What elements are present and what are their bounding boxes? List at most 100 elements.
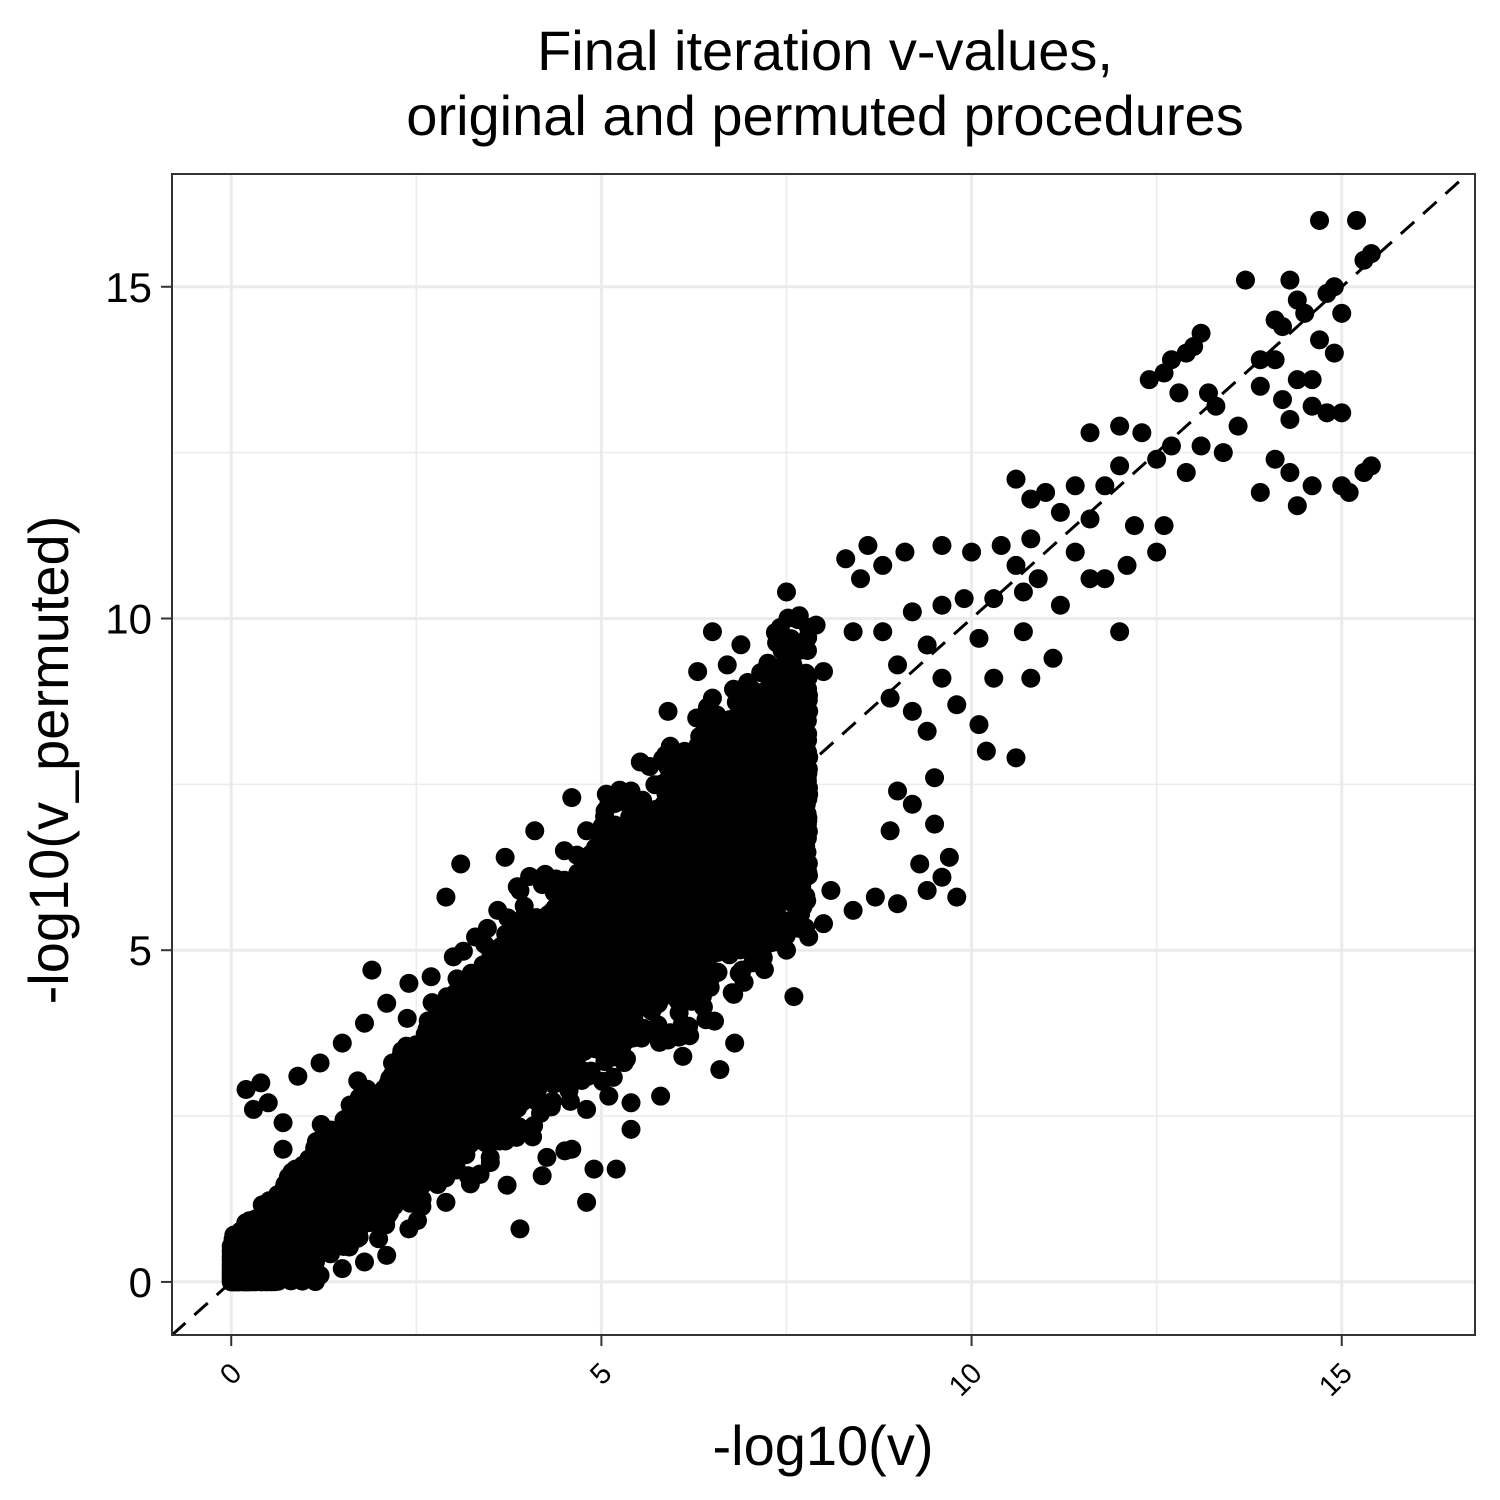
scatter-point [480,1153,500,1173]
scatter-point [251,1073,271,1093]
scatter-point [1228,416,1248,436]
scatter-point [843,622,863,642]
scatter-point [1213,443,1233,463]
x-tick-label: 15 [1313,1357,1358,1402]
scatter-point [1354,250,1374,270]
scatter-point [354,1013,374,1033]
scatter-point [1273,390,1293,410]
scatter-point [399,973,419,993]
scatter-point [1310,330,1330,350]
scatter-point [1110,456,1130,476]
scatter-point [1154,516,1174,536]
scatter-point [902,701,922,721]
scatter-point [1302,396,1322,416]
scatter-point [688,662,708,682]
x-tick-label: 0 [214,1357,248,1391]
scatter-point [310,1053,330,1073]
scatter-point [1036,482,1056,502]
scatter-point [910,854,930,874]
scatter-point [1124,516,1144,536]
scatter-point [1295,303,1315,323]
scatter-point [747,940,767,960]
scatter-point [947,887,967,907]
scatter-point [806,615,826,635]
scatter-point [658,701,678,721]
scatter-point [1139,370,1159,390]
scatter-point [510,881,530,901]
scatter-point [451,854,471,874]
scatter-point [1065,542,1085,562]
scatter-point [532,1166,552,1186]
scatter-point [1006,748,1026,768]
panel-border [171,173,1476,1336]
scatter-point [332,1259,352,1279]
scatter-point [1347,210,1367,230]
reference-line-diagonal [170,172,1469,1337]
scatter-point [1147,449,1167,469]
scatter-point [1302,476,1322,496]
scatter-point [1147,542,1167,562]
scatter-point [888,781,908,801]
scatter-point [606,1159,626,1179]
scatter-point [932,595,952,615]
scatter-point [702,622,722,642]
scatter-point [880,688,900,708]
scatter-point [1006,555,1026,575]
scatter-point [1287,370,1307,390]
scatter-point [1043,648,1063,668]
scatter-point [1176,343,1196,363]
scatter-point [947,695,967,715]
scatter-point [562,788,582,808]
y-tick-label: 10 [105,595,152,642]
scatter-point [939,847,959,867]
scatter-point [932,867,952,887]
scatter-point [888,655,908,675]
scatter-point [1280,409,1300,429]
scatter-point [1161,436,1181,456]
x-axis-title: -log10(v) [713,1414,934,1477]
scatter-point [280,1166,300,1186]
scatter-point [843,900,863,920]
scatter-point [554,841,574,861]
scatter-point [799,927,819,947]
scatter-point [332,1033,352,1053]
scatter-point [1021,668,1041,688]
scatter-point [932,668,952,688]
scatter-point [1317,283,1337,303]
scatter-point [1080,423,1100,443]
scatter-point [510,1219,530,1239]
scatter-point [814,662,833,682]
scatter-point [784,867,804,887]
scatter-point [969,628,989,648]
x-tick-label: 5 [584,1357,618,1391]
scatter-point [1028,569,1048,589]
scatter-point [266,1271,286,1291]
scatter-point [836,549,856,569]
scatter-point [717,874,737,894]
scatter-point [747,854,767,874]
scatter-point [243,1099,263,1119]
scatter-point [236,1080,256,1100]
scatter-point [776,582,796,602]
scatter-point [621,781,641,801]
scatter-point [1324,343,1344,363]
scatter-point [873,555,893,575]
scatter-point [651,1086,671,1106]
scatter-point [525,821,545,841]
scatter-point [1317,403,1337,423]
scatter-point [599,794,619,814]
scatter-point [1310,210,1330,230]
scatter-point [991,536,1011,556]
scatter-point [902,794,922,814]
scatter-point [725,1033,745,1053]
scatter-point [888,894,908,914]
scatter-point [1080,569,1100,589]
x-tick-label: 10 [943,1357,988,1402]
scatter-point [1273,317,1293,337]
scatter-point [621,1119,641,1139]
scatter-point [1154,363,1174,383]
y-tick-label: 0 [129,1259,152,1306]
scatter-point [584,1159,604,1179]
y-axis-title: -log10(v_permuted) [17,516,80,1005]
scatter-point [880,821,900,841]
